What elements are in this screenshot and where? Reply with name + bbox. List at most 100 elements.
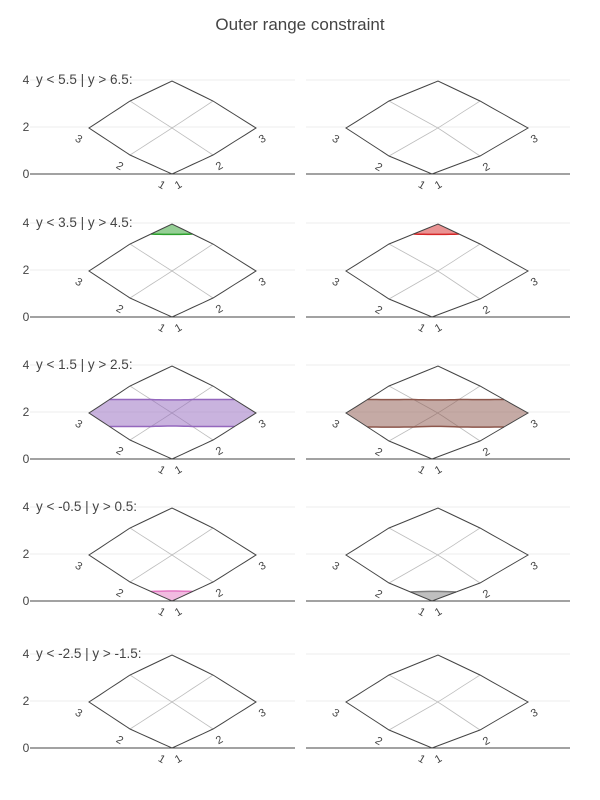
b-tick-label: 1 [156,322,167,335]
a-tick-label: 3 [529,276,540,289]
b-tick-label: 1 [416,179,427,192]
carpet-panel: 1 2 3 1 2 3 [306,79,570,192]
a-tick-label: 3 [257,418,268,431]
y-tick-label: 2 [23,405,30,419]
carpet-outline [345,223,530,318]
contour-band [151,591,193,601]
a-tick-label: 2 [481,304,492,317]
b-tick-label: 1 [156,753,167,766]
panel-label: y < 3.5 | y > 4.5: [36,215,133,230]
carpet-outline [345,80,530,175]
a-tick-label: 3 [257,276,268,289]
carpet-outline [345,365,530,460]
y-tick-label: 0 [23,452,30,466]
a-tick-label: 3 [529,560,540,573]
b-tick-label: 2 [373,161,384,174]
a-tick-label: 1 [173,464,184,477]
a-tick-label: 3 [257,133,268,146]
b-tick-label: 3 [73,707,84,720]
a-tick-label: 3 [529,418,540,431]
contour-line [150,590,193,593]
contour-band [413,224,459,235]
a-tick-label: 1 [433,753,444,766]
carpet-inner-line [388,527,481,584]
b-tick-label: 1 [416,322,427,335]
b-tick-label: 2 [114,160,125,173]
carpet-panel: 1 2 3 1 2 3 [306,222,570,335]
contour-line [410,590,457,593]
a-tick-label: 2 [214,587,225,600]
a-tick-label: 1 [173,322,184,335]
b-tick-label: 3 [330,560,341,573]
carpet-inner-line [129,527,214,583]
carpet-outline [345,654,530,749]
b-tick-label: 3 [73,560,84,573]
y-tick-label: 0 [23,741,30,755]
contour-line [367,425,504,428]
carpet-inner-line [388,100,481,157]
carpet-panel: 1 2 3 1 2 3 0 2 4 y < 3.5 | y > 4.5: [23,215,295,335]
b-tick-label: 3 [73,133,84,146]
carpet-inner-line [388,674,481,731]
carpet-inner-line [388,243,481,300]
carpet-inner-line [129,243,214,299]
carpet-outline [88,80,257,175]
b-tick-label: 2 [373,588,384,601]
a-tick-label: 3 [257,560,268,573]
y-tick-label: 0 [23,310,30,324]
b-tick-label: 3 [73,418,84,431]
contour-band [410,591,456,601]
y-tick-label: 4 [23,73,30,87]
a-tick-label: 2 [481,446,492,459]
a-tick-label: 1 [433,322,444,335]
a-tick-label: 1 [433,464,444,477]
a-tick-label: 1 [173,753,184,766]
carpet-outline [88,365,257,460]
b-tick-label: 1 [156,606,167,619]
y-tick-label: 2 [23,263,30,277]
y-tick-label: 2 [23,120,30,134]
a-tick-label: 1 [173,179,184,192]
contour-band [89,399,256,427]
b-tick-label: 1 [416,606,427,619]
a-tick-label: 2 [481,735,492,748]
b-tick-label: 2 [373,735,384,748]
contour-band [151,224,193,235]
b-tick-label: 2 [114,445,125,458]
contour-band [346,399,528,428]
b-tick-label: 1 [156,464,167,477]
b-tick-label: 1 [416,464,427,477]
carpet-inner-line [388,674,481,731]
b-tick-label: 2 [114,587,125,600]
y-tick-label: 0 [23,594,30,608]
panel-label: y < -2.5 | y > -1.5: [36,646,142,661]
b-tick-label: 3 [330,418,341,431]
b-tick-label: 1 [156,179,167,192]
y-tick-label: 4 [23,358,30,372]
b-tick-label: 3 [330,707,341,720]
a-tick-label: 2 [214,445,225,458]
panel-label: y < 1.5 | y > 2.5: [36,357,133,372]
carpet-inner-line [388,527,481,584]
carpet-outline [88,654,257,749]
a-tick-label: 1 [433,606,444,619]
a-tick-label: 3 [529,133,540,146]
b-tick-label: 3 [330,133,341,146]
carpet-panel: 1 2 3 1 2 3 [306,364,570,477]
b-tick-label: 2 [373,446,384,459]
y-tick-label: 4 [23,647,30,661]
a-tick-label: 2 [214,303,225,316]
carpet-inner-line [129,100,214,156]
a-tick-label: 3 [257,707,268,720]
carpet-panel: 1 2 3 1 2 3 0 2 4 y < -0.5 | y > 0.5: [23,499,295,619]
y-tick-label: 2 [23,694,30,708]
carpet-outline [88,223,257,318]
panel-label: y < 5.5 | y > 6.5: [36,72,133,87]
carpet-panel: 1 2 3 1 2 3 0 2 4 y < 5.5 | y > 6.5: [23,72,295,192]
b-tick-label: 1 [416,753,427,766]
carpet-inner-line [388,100,481,157]
a-tick-label: 1 [173,606,184,619]
b-tick-label: 2 [114,734,125,747]
b-tick-label: 3 [73,276,84,289]
